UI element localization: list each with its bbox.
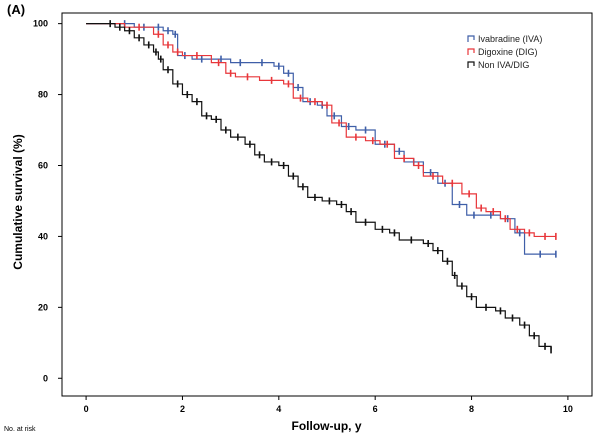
y-tick-label: 20 (38, 302, 48, 312)
x-tick-label: 4 (276, 404, 281, 414)
y-axis-label: Cumulative survival (%) (11, 134, 25, 270)
panel-label: (A) (7, 2, 26, 17)
legend-label-2: Digoxine (DIG) (478, 47, 538, 57)
y-tick-label: 100 (33, 19, 48, 29)
y-tick-label: 0 (43, 373, 48, 383)
x-tick-label: 2 (180, 404, 185, 414)
x-tick-label: 6 (373, 404, 378, 414)
y-tick-label: 80 (38, 90, 48, 100)
series-line-3 (86, 23, 552, 350)
legend-swatch-1 (467, 35, 475, 42)
x-tick-label: 0 (84, 404, 89, 414)
number-at-risk-label: No. at risk (4, 426, 36, 433)
x-axis-label: Follow-up, y (291, 419, 362, 433)
legend-swatch-3 (467, 61, 475, 68)
x-tick-label: 10 (563, 404, 573, 414)
y-tick-label: 60 (38, 160, 48, 170)
legend-label-1: Ivabradine (IVA) (478, 34, 542, 44)
x-tick-label: 8 (469, 404, 474, 414)
legend-label-3: Non IVA/DIG (478, 60, 529, 70)
plot-frame (61, 12, 593, 397)
legend-swatch-2 (467, 48, 475, 55)
series-line-1 (86, 23, 556, 255)
y-tick-label: 40 (38, 231, 48, 241)
